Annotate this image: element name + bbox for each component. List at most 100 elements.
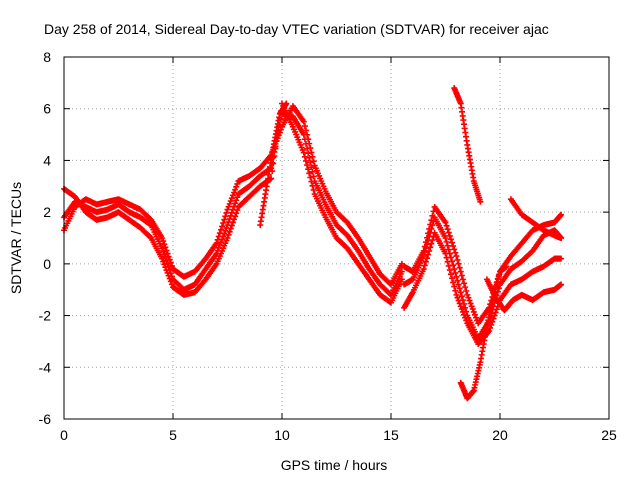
data-point [423, 255, 430, 262]
data-point [225, 203, 232, 210]
data-point [166, 256, 173, 263]
data-point [444, 242, 451, 249]
data-point [558, 255, 565, 262]
y-tick-label: -4 [39, 359, 52, 375]
data-point [489, 318, 496, 325]
data-point [442, 235, 449, 241]
data-point [162, 244, 169, 251]
data-point [309, 182, 316, 189]
data-point [306, 154, 313, 161]
data-point [219, 223, 226, 230]
data-point [457, 268, 464, 275]
data-point [462, 314, 469, 321]
data-point [232, 200, 239, 207]
data-point [450, 279, 457, 286]
data-point [234, 194, 241, 201]
data-point [234, 180, 241, 187]
data-point [308, 164, 315, 171]
data-point [453, 291, 460, 298]
data-point [221, 230, 228, 237]
data-point [452, 249, 459, 256]
data-point [495, 285, 502, 292]
x-axis-label: GPS time / hours [281, 457, 388, 473]
data-point [233, 183, 240, 190]
data-point [429, 237, 436, 244]
data-point [490, 315, 497, 322]
data-point [427, 244, 434, 251]
series-track-h [457, 263, 510, 402]
data-point [454, 277, 461, 284]
data-point [301, 123, 308, 130]
data-point [491, 312, 498, 319]
data-point [168, 281, 175, 288]
data-point [443, 254, 450, 261]
data-point [159, 235, 166, 241]
data-point [304, 162, 311, 169]
data-point [398, 268, 405, 275]
data-point [457, 303, 464, 310]
data-point [422, 258, 429, 265]
data-point [451, 246, 458, 253]
data-point [302, 157, 309, 164]
data-point [307, 174, 314, 181]
data-point [453, 273, 460, 280]
data-point [461, 311, 468, 318]
data-point [451, 283, 458, 290]
data-point [442, 250, 449, 257]
data-point [234, 207, 241, 214]
data-point [446, 267, 453, 274]
data-point [217, 226, 224, 233]
y-tick-label: 0 [43, 256, 51, 272]
data-point [461, 280, 468, 287]
y-tick-label: 2 [43, 204, 51, 220]
y-tick-label: 8 [43, 49, 51, 65]
data-point [213, 240, 220, 247]
data-point [227, 225, 234, 232]
tick-layer: 0 5 10 15 20 25 -6 -4 -2 0 2 4 6 8 [39, 49, 617, 443]
data-point [304, 145, 311, 152]
data-point [221, 216, 228, 223]
data-point [471, 311, 478, 318]
data-point [222, 227, 229, 234]
data-point [305, 166, 312, 173]
data-point [457, 289, 464, 296]
plot-frame [63, 56, 610, 420]
data-point [307, 159, 314, 166]
data-point [488, 321, 495, 328]
data-point [301, 136, 308, 143]
x-tick-label: 5 [169, 427, 177, 443]
data-point [301, 153, 308, 160]
data-point [492, 309, 499, 316]
data-point [220, 220, 227, 227]
data-point [470, 308, 477, 315]
data-point [459, 276, 466, 283]
data-point [161, 261, 168, 268]
x-tick-label: 15 [383, 427, 399, 443]
data-point [459, 308, 466, 315]
data-point [309, 153, 316, 160]
data-point [398, 276, 405, 283]
data-point [425, 251, 432, 258]
data-point [159, 245, 166, 252]
data-point [455, 281, 462, 288]
chart-title: Day 258 of 2014, Sidereal Day-to-day VTE… [44, 21, 549, 37]
data-point [451, 266, 458, 273]
data-point [462, 284, 469, 291]
data-point [493, 306, 500, 313]
data-point [463, 288, 470, 295]
data-point [447, 271, 454, 278]
data-point [160, 248, 167, 255]
series-track-a [61, 103, 405, 288]
data-point [420, 266, 427, 273]
data-point [162, 254, 169, 261]
data-point [455, 297, 462, 304]
y-tick-label: 4 [43, 152, 51, 168]
data-point [458, 306, 465, 313]
data-point [159, 255, 166, 262]
data-point [464, 291, 471, 298]
data-point [166, 275, 173, 282]
data-point [310, 173, 317, 180]
data-point [445, 262, 452, 269]
data-point [458, 272, 465, 279]
data-point [456, 300, 463, 307]
